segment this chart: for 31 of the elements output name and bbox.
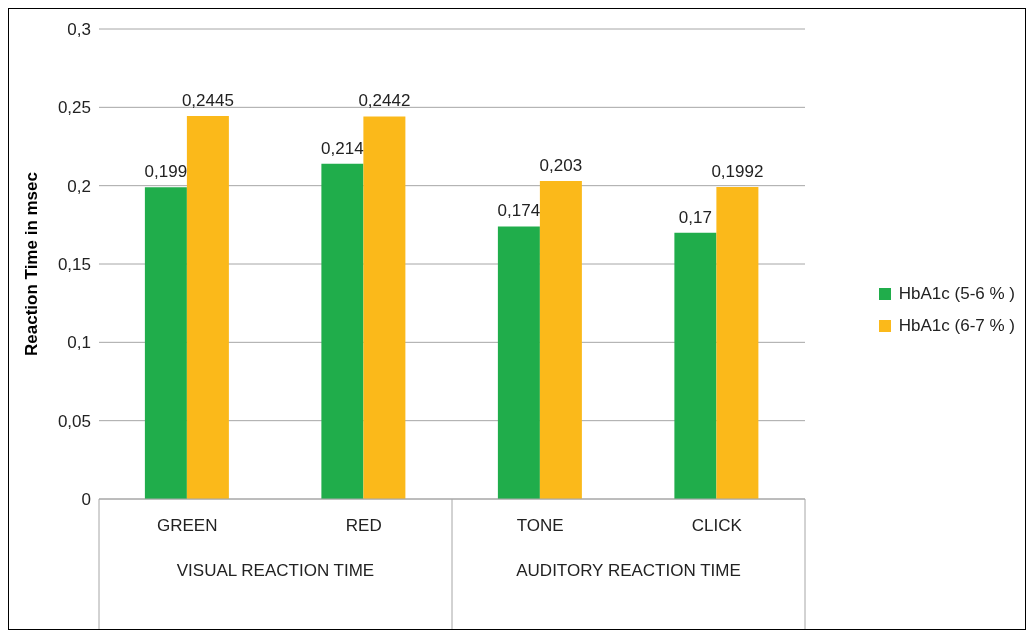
data-label: 0,199 (144, 162, 188, 182)
bar (186, 115, 229, 499)
y-tick-label: 0,05 (57, 411, 91, 431)
x-tick-label: TONE (516, 516, 564, 536)
data-label: 0,2442 (358, 91, 411, 111)
y-axis-title: Reaction Time in msec (22, 172, 42, 356)
y-tick-label: 0,1 (67, 333, 91, 353)
data-label: 0,174 (497, 201, 541, 221)
y-tick-label: 0,3 (67, 20, 91, 40)
y-tick-label: 0,15 (57, 255, 91, 275)
x-tick-label: RED (345, 516, 382, 536)
bar (497, 226, 540, 499)
bar (716, 186, 759, 499)
y-tick-label: 0,2 (67, 176, 91, 196)
y-tick-label: 0 (81, 490, 91, 510)
text: VISUAL REACTION TIME (175, 561, 376, 581)
bar (674, 232, 717, 499)
data-label: 0,1992 (711, 161, 764, 181)
bar (144, 187, 187, 499)
legend-label: HbA1c (6-7 % ) (898, 316, 1015, 336)
bar (539, 180, 582, 499)
x-tick-label: CLICK (691, 516, 743, 536)
x-tick-label: GREEN (157, 516, 218, 536)
data-label: 0,17 (678, 207, 712, 227)
legend-label: HbA1c (5-6 % ) (898, 284, 1015, 304)
bar (321, 163, 364, 499)
bar (363, 116, 406, 499)
data-label: 0,203 (539, 155, 583, 175)
text: AUDITORY REACTION TIME (515, 561, 742, 581)
y-tick-label: 0,25 (57, 98, 91, 118)
data-label: 0,2445 (181, 90, 234, 110)
